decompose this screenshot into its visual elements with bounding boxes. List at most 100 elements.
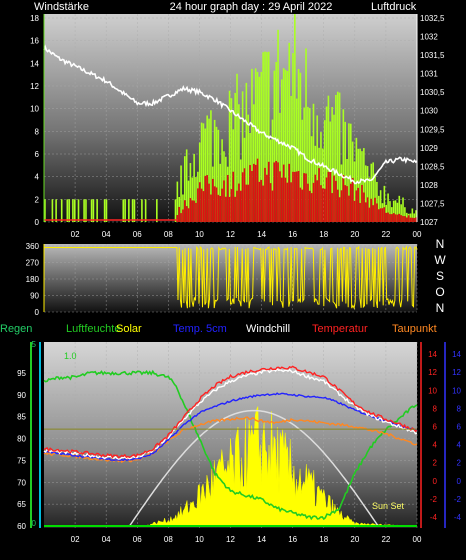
x-tick-label: 00 — [413, 230, 422, 239]
sun-set-label: Sun Set — [372, 501, 405, 511]
wind-gust-bar — [236, 73, 238, 222]
chart-title-left: Windstärke — [34, 1, 89, 13]
wind-avg-bar — [198, 182, 201, 222]
wind-gust-bar — [191, 177, 194, 222]
wind-avg-bar — [269, 183, 272, 222]
wind-gust-bar — [210, 110, 212, 222]
wind-gust-bar — [325, 106, 328, 222]
wind-gust-bar — [310, 136, 313, 222]
wind-avg-bar — [234, 196, 236, 222]
humidity-tick-label: 80 — [17, 435, 26, 444]
left-tick-label: 12 — [30, 82, 39, 91]
wind-gust-bar — [295, 98, 298, 222]
wind-avg-bar — [381, 208, 384, 222]
wind-avg-bar — [376, 203, 378, 222]
temp-tick-label: 6 — [433, 422, 438, 431]
wind-avg-bar — [295, 171, 298, 222]
wind-avg-bar — [413, 218, 416, 222]
wind-gust-bar — [85, 199, 87, 222]
wind-gust-bar — [83, 199, 85, 222]
wind-gust-bar — [327, 95, 330, 222]
wind-gust-bar — [206, 115, 208, 222]
wind-avg-bar — [277, 162, 279, 222]
wind-avg-bar — [364, 202, 367, 222]
temp-tick-label: -2 — [430, 495, 438, 504]
temp5cm-tick-label: 4 — [457, 441, 462, 450]
x-tick-label: 14 — [257, 535, 266, 544]
temperature-line — [43, 365, 418, 459]
wind-gust-bar — [413, 213, 416, 222]
wind-avg-bar — [275, 160, 277, 222]
x-tick-label: 12 — [226, 535, 235, 544]
wind-gust-bar — [230, 98, 233, 222]
wind-gust-bar — [357, 148, 360, 222]
x-tick-label: 18 — [319, 535, 328, 544]
right-tick-label: 1027 — [420, 218, 438, 227]
wind-gust-bar — [323, 120, 326, 222]
wind-gust-bar — [213, 119, 216, 222]
wind-avg-bar — [385, 212, 388, 222]
wind-avg-bar — [383, 207, 386, 222]
wind-avg-bar — [228, 196, 231, 222]
wind-gust-bar — [355, 137, 358, 222]
wind-avg-bar — [245, 184, 248, 222]
wind-avg-bar — [185, 206, 188, 222]
wind-avg-bar — [349, 183, 352, 222]
wind-gust-bar — [185, 149, 188, 222]
left-tick-label: 18 — [30, 14, 39, 23]
wind-avg-bar — [374, 197, 376, 222]
wind-gust-bar — [344, 121, 346, 222]
wind-gust-bar — [51, 199, 54, 222]
wind-gust-bar — [225, 156, 227, 222]
wind-gust-bar — [364, 165, 367, 222]
wind-gust-bar — [415, 210, 417, 222]
wind-gust-bar — [404, 207, 406, 222]
wind-gust-bar — [208, 118, 210, 222]
x-tick-label: 16 — [288, 535, 297, 544]
x-tick-label: 16 — [288, 230, 297, 239]
wind-avg-bar — [187, 208, 190, 222]
y-tick-label: 90 — [30, 292, 39, 301]
temp-tick-label: 2 — [433, 459, 438, 468]
wind-gust-bar — [73, 199, 76, 222]
wind-avg-bar — [208, 183, 210, 222]
wind-avg-bar — [323, 188, 326, 222]
wind-avg-bar — [363, 192, 365, 222]
wind-gust-bar — [280, 79, 283, 222]
wind-gust-bar — [77, 199, 80, 222]
wind-avg-bar — [256, 158, 259, 222]
wind-avg-bar — [236, 190, 238, 222]
wind-avg-bar — [223, 180, 225, 222]
temp5cm-tick-label: 6 — [457, 422, 462, 431]
wind-avg-bar — [322, 188, 324, 222]
wind-avg-bar — [251, 170, 253, 222]
wind-gust-bar — [103, 199, 106, 222]
wind-gust-bar — [331, 107, 333, 222]
wind-gust-bar — [156, 199, 158, 222]
wind-avg-bar — [310, 193, 313, 222]
humidity-tick-label: 90 — [17, 391, 26, 400]
wind-gust-bar — [277, 29, 279, 223]
right-tick-label: 1031,5 — [420, 51, 445, 60]
wind-gust-bar — [292, 53, 294, 222]
wind-avg-bar — [282, 164, 285, 222]
compass-label: S — [436, 269, 444, 283]
wind-gust-bar — [195, 177, 197, 222]
wind-avg-bar — [271, 190, 274, 222]
wind-avg-bar — [189, 198, 192, 222]
x-tick-label: 08 — [164, 535, 173, 544]
wind-gust-bar — [245, 82, 248, 223]
solar-max-curve — [128, 409, 379, 527]
wind-avg-bar — [197, 188, 199, 222]
wind-gust-bar — [66, 199, 69, 222]
right-tick-label: 1028 — [420, 181, 438, 190]
temp5cm-tick-label: -2 — [454, 495, 462, 504]
wind-avg-bar — [221, 188, 223, 222]
compass-label: O — [435, 285, 444, 299]
x-tick-label: 08 — [164, 230, 173, 239]
wind-avg-bar — [361, 184, 363, 222]
wind-gust-bar — [376, 181, 378, 222]
compass-label: N — [436, 237, 445, 251]
wind-gust-bar — [305, 48, 307, 223]
